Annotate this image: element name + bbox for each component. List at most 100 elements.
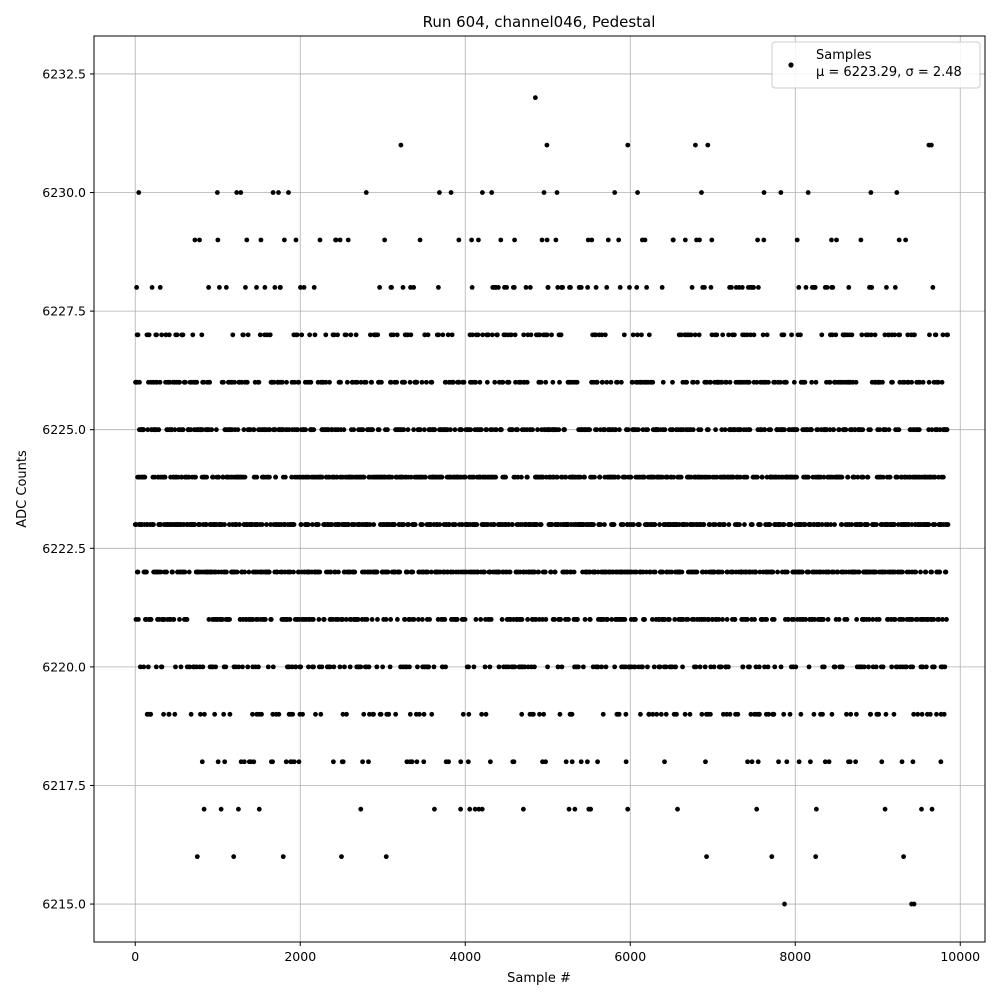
sample-point xyxy=(536,617,542,622)
sample-point xyxy=(645,664,650,670)
sample-point xyxy=(487,759,493,765)
sample-point xyxy=(706,617,712,622)
sample-point xyxy=(141,427,147,433)
sample-point xyxy=(192,522,198,527)
sample-point xyxy=(493,427,499,433)
sample-point xyxy=(623,759,629,765)
sample-point xyxy=(726,522,732,527)
sample-point xyxy=(485,332,491,338)
sample-point xyxy=(294,332,300,338)
sample-point xyxy=(891,522,897,527)
sample-point xyxy=(137,664,143,670)
sample-point xyxy=(234,190,240,195)
sample-point xyxy=(166,711,172,717)
sample-point xyxy=(550,379,556,385)
sample-point xyxy=(623,711,629,717)
sample-point xyxy=(533,617,539,622)
sample-point xyxy=(854,617,860,622)
sample-point xyxy=(580,664,586,670)
sample-point xyxy=(156,427,162,433)
sample-point xyxy=(281,237,287,243)
sample-point xyxy=(635,332,640,338)
sample-point xyxy=(459,427,464,433)
sample-point xyxy=(836,427,842,433)
sample-point xyxy=(658,711,664,717)
sample-point xyxy=(530,427,535,433)
sample-point xyxy=(321,617,327,622)
sample-point xyxy=(602,427,608,433)
sample-point xyxy=(343,332,349,338)
sample-point xyxy=(781,711,787,717)
sample-point xyxy=(781,522,787,527)
sample-point xyxy=(621,332,627,338)
sample-point xyxy=(436,332,441,338)
sample-point xyxy=(578,285,584,290)
sample-point xyxy=(740,664,746,670)
sample-point xyxy=(450,379,456,385)
sample-point xyxy=(436,285,441,290)
sample-point xyxy=(582,474,587,480)
sample-point xyxy=(292,379,297,385)
sample-point xyxy=(299,332,305,338)
sample-point xyxy=(555,664,561,670)
sample-point xyxy=(519,711,525,717)
sample-point xyxy=(425,569,431,575)
sample-point xyxy=(847,759,853,765)
sample-point xyxy=(929,569,935,575)
sample-point xyxy=(474,522,480,527)
sample-point xyxy=(406,522,412,527)
sample-point xyxy=(220,474,226,480)
sample-point xyxy=(251,759,257,765)
sample-point xyxy=(916,427,922,433)
sample-point xyxy=(279,379,285,385)
sample-point xyxy=(267,427,273,433)
sample-point xyxy=(897,332,903,338)
sample-point xyxy=(469,285,475,290)
sample-point xyxy=(602,522,607,527)
sample-point xyxy=(206,617,212,622)
sample-point xyxy=(904,664,909,670)
sample-point xyxy=(241,332,246,338)
sample-point xyxy=(853,759,858,765)
sample-point xyxy=(203,522,209,527)
sample-point xyxy=(199,759,205,765)
sample-point xyxy=(843,427,849,433)
sample-point xyxy=(421,759,427,765)
sample-point xyxy=(411,427,417,433)
sample-point xyxy=(585,237,591,243)
sample-point xyxy=(227,711,233,717)
sample-point xyxy=(227,617,232,622)
sample-point xyxy=(672,617,678,622)
sample-point xyxy=(552,569,558,575)
sample-point xyxy=(512,237,517,243)
sample-point xyxy=(727,711,733,717)
sample-point xyxy=(414,759,420,765)
sample-point xyxy=(859,332,865,338)
sample-point xyxy=(718,664,724,670)
sample-point xyxy=(492,379,498,385)
sample-point xyxy=(803,285,809,290)
sample-point xyxy=(646,711,652,717)
sample-point xyxy=(611,522,617,527)
sample-point xyxy=(215,759,221,765)
sample-point xyxy=(471,664,477,670)
sample-point xyxy=(264,522,269,527)
sample-point xyxy=(927,332,932,338)
sample-point xyxy=(558,332,564,338)
sample-point xyxy=(811,711,817,717)
sample-point xyxy=(899,759,905,765)
sample-point xyxy=(366,664,372,670)
sample-point xyxy=(598,522,604,527)
sample-point xyxy=(615,379,620,385)
sample-point xyxy=(639,332,644,338)
sample-point xyxy=(819,522,825,527)
sample-point xyxy=(296,759,302,765)
sample-point xyxy=(663,664,669,670)
sample-point xyxy=(575,617,580,622)
sample-point xyxy=(310,617,316,622)
sample-point xyxy=(937,569,943,575)
sample-point xyxy=(159,664,165,670)
y-tick-label: 6230.0 xyxy=(42,185,86,200)
sample-point xyxy=(833,332,839,338)
sample-point xyxy=(319,664,325,670)
